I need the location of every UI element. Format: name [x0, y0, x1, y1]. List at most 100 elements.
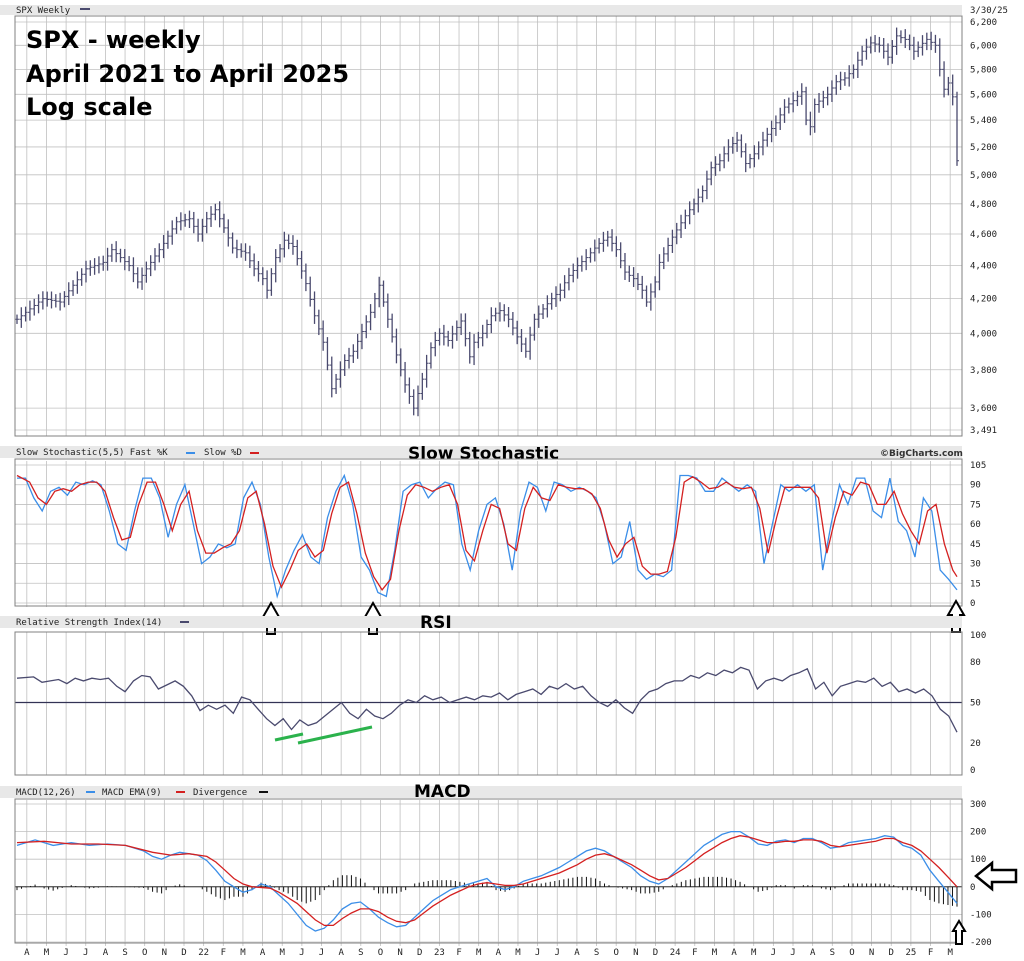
x-tick-label: 23 [434, 948, 445, 958]
stoch-y-tick-label: 75 [970, 500, 981, 510]
macd-frame [14, 798, 963, 944]
stoch-y-ticks: 105 90 75 60 45 30 15 0 [970, 461, 986, 609]
price-panel: SPX Weekly 3/30/25 6,200 6,000 5,800 5,600 5… [0, 5, 1008, 437]
macd-y-ticks: 300 200 100 0 -100 -200 [970, 800, 992, 948]
stoch-y-tick-label: 30 [970, 560, 981, 570]
macd-y-tick-label: 0 [970, 883, 975, 893]
macd-series-2 [16, 835, 958, 927]
x-tick-label: J [319, 948, 324, 958]
x-tick-label: N [869, 948, 874, 958]
price-y-tick-label: 3,800 [970, 366, 997, 376]
rsi-lines [16, 666, 958, 733]
macd-y-tick-label: -200 [970, 938, 992, 948]
rsi-y-ticks: 100 80 50 20 0 [970, 631, 986, 776]
price-y-tick-label: 4,200 [970, 295, 997, 305]
x-tick-label: A [260, 948, 266, 958]
stoch-header-bar [0, 446, 962, 458]
annotation-line-2: April 2021 to April 2025 [26, 60, 349, 88]
x-tick-label: J [83, 948, 88, 958]
x-tick-label: M [947, 948, 953, 958]
x-tick-label: A [496, 948, 502, 958]
macd-series-1 [16, 830, 958, 932]
x-tick-label: A [24, 948, 30, 958]
x-tick-label: 22 [198, 948, 209, 958]
brand-label: ©BigCharts.com [880, 449, 963, 459]
x-tick-label: J [790, 948, 795, 958]
stoch-y-tick-label: 15 [970, 579, 981, 589]
stoch-y-tick-label: 60 [970, 520, 981, 530]
x-tick-label: N [162, 948, 167, 958]
rsi-title: RSI [420, 613, 452, 633]
stoch-grid [15, 461, 962, 607]
slow-d-swatch [250, 452, 259, 454]
x-tick-label: A [103, 948, 109, 958]
price-header-label: SPX Weekly [16, 6, 71, 16]
x-tick-label: 24 [670, 948, 681, 958]
divergence-swatch [259, 791, 268, 793]
price-y-tick-label: 5,600 [970, 90, 997, 100]
price-y-tick-label: 5,400 [970, 116, 997, 126]
x-tick-label: A [731, 948, 737, 958]
ema-swatch [176, 791, 185, 793]
price-grid [15, 16, 962, 436]
rsi-header-label: Relative Strength Index(14) [16, 618, 162, 628]
stoch-header-label-2: Slow %D [204, 448, 242, 458]
price-y-tick-label: 3,491 [970, 426, 997, 436]
price-y-tick-label: 4,000 [970, 329, 997, 339]
annotation-line-1: SPX - weekly [26, 26, 201, 54]
price-y-tick-label: 4,600 [970, 230, 997, 240]
macd-header-label: MACD(12,26) [16, 788, 76, 798]
macd-header-label-2: MACD EMA(9) [102, 788, 162, 798]
x-tick-label: M [476, 948, 482, 958]
x-tick-label: J [299, 948, 304, 958]
x-tick-label: A [574, 948, 580, 958]
x-tick-label: M [280, 948, 286, 958]
price-y-tick-label: 5,000 [970, 171, 997, 181]
x-axis-labels: A M J J A S O N D 22 F M A M J J A S O N D 23 F M A M J J A S O N D 24 F M A… [24, 948, 953, 958]
x-tick-label: F [456, 948, 461, 958]
rsi-header-bar [0, 616, 962, 628]
macd-y-tick-label: 300 [970, 800, 986, 810]
rsi-y-tick-label: 0 [970, 766, 975, 776]
x-tick-label: N [633, 948, 638, 958]
rsi-frame [14, 631, 963, 776]
x-tick-label: M [712, 948, 718, 958]
macd-up-arrow [951, 919, 967, 945]
price-legend-swatch [80, 8, 90, 10]
macd-grid [15, 800, 962, 946]
price-frame [14, 15, 963, 437]
fast-k-swatch [186, 452, 195, 454]
rsi-grid [15, 632, 962, 775]
x-tick-label: S [358, 948, 363, 958]
macd-y-tick-label: -100 [970, 910, 992, 920]
price-y-tick-label: 5,200 [970, 143, 997, 153]
price-y-tick-label: 6,000 [970, 41, 997, 51]
price-y-tick-label: 4,800 [970, 200, 997, 210]
x-tick-label: M [240, 948, 246, 958]
x-tick-label: A [338, 948, 344, 958]
x-tick-label: J [535, 948, 540, 958]
rsi-swatch [180, 621, 189, 623]
x-tick-label: F [692, 948, 697, 958]
x-tick-label: D [653, 948, 658, 958]
annotation-line-3: Log scale [26, 93, 153, 121]
x-tick-label: S [594, 948, 599, 958]
x-tick-label: D [417, 948, 422, 958]
x-tick-label: J [63, 948, 68, 958]
stoch-y-tick-label: 45 [970, 540, 981, 550]
stoch-lines [16, 473, 958, 599]
macd-header-bar [0, 786, 962, 798]
x-tick-label: O [142, 948, 147, 958]
price-header-bar [0, 5, 962, 15]
stoch-series-2 [16, 474, 958, 592]
x-tick-label: 25 [905, 948, 916, 958]
x-tick-label: M [751, 948, 757, 958]
rsi-y-tick-label: 20 [970, 739, 981, 749]
x-tick-label: D [181, 948, 186, 958]
x-tick-label: F [221, 948, 226, 958]
x-tick-label: A [810, 948, 816, 958]
stoch-y-tick-label: 105 [970, 461, 986, 471]
price-y-tick-label: 3,600 [970, 404, 997, 414]
rsi-trendline-2 [297, 725, 373, 745]
x-tick-label: O [849, 948, 854, 958]
